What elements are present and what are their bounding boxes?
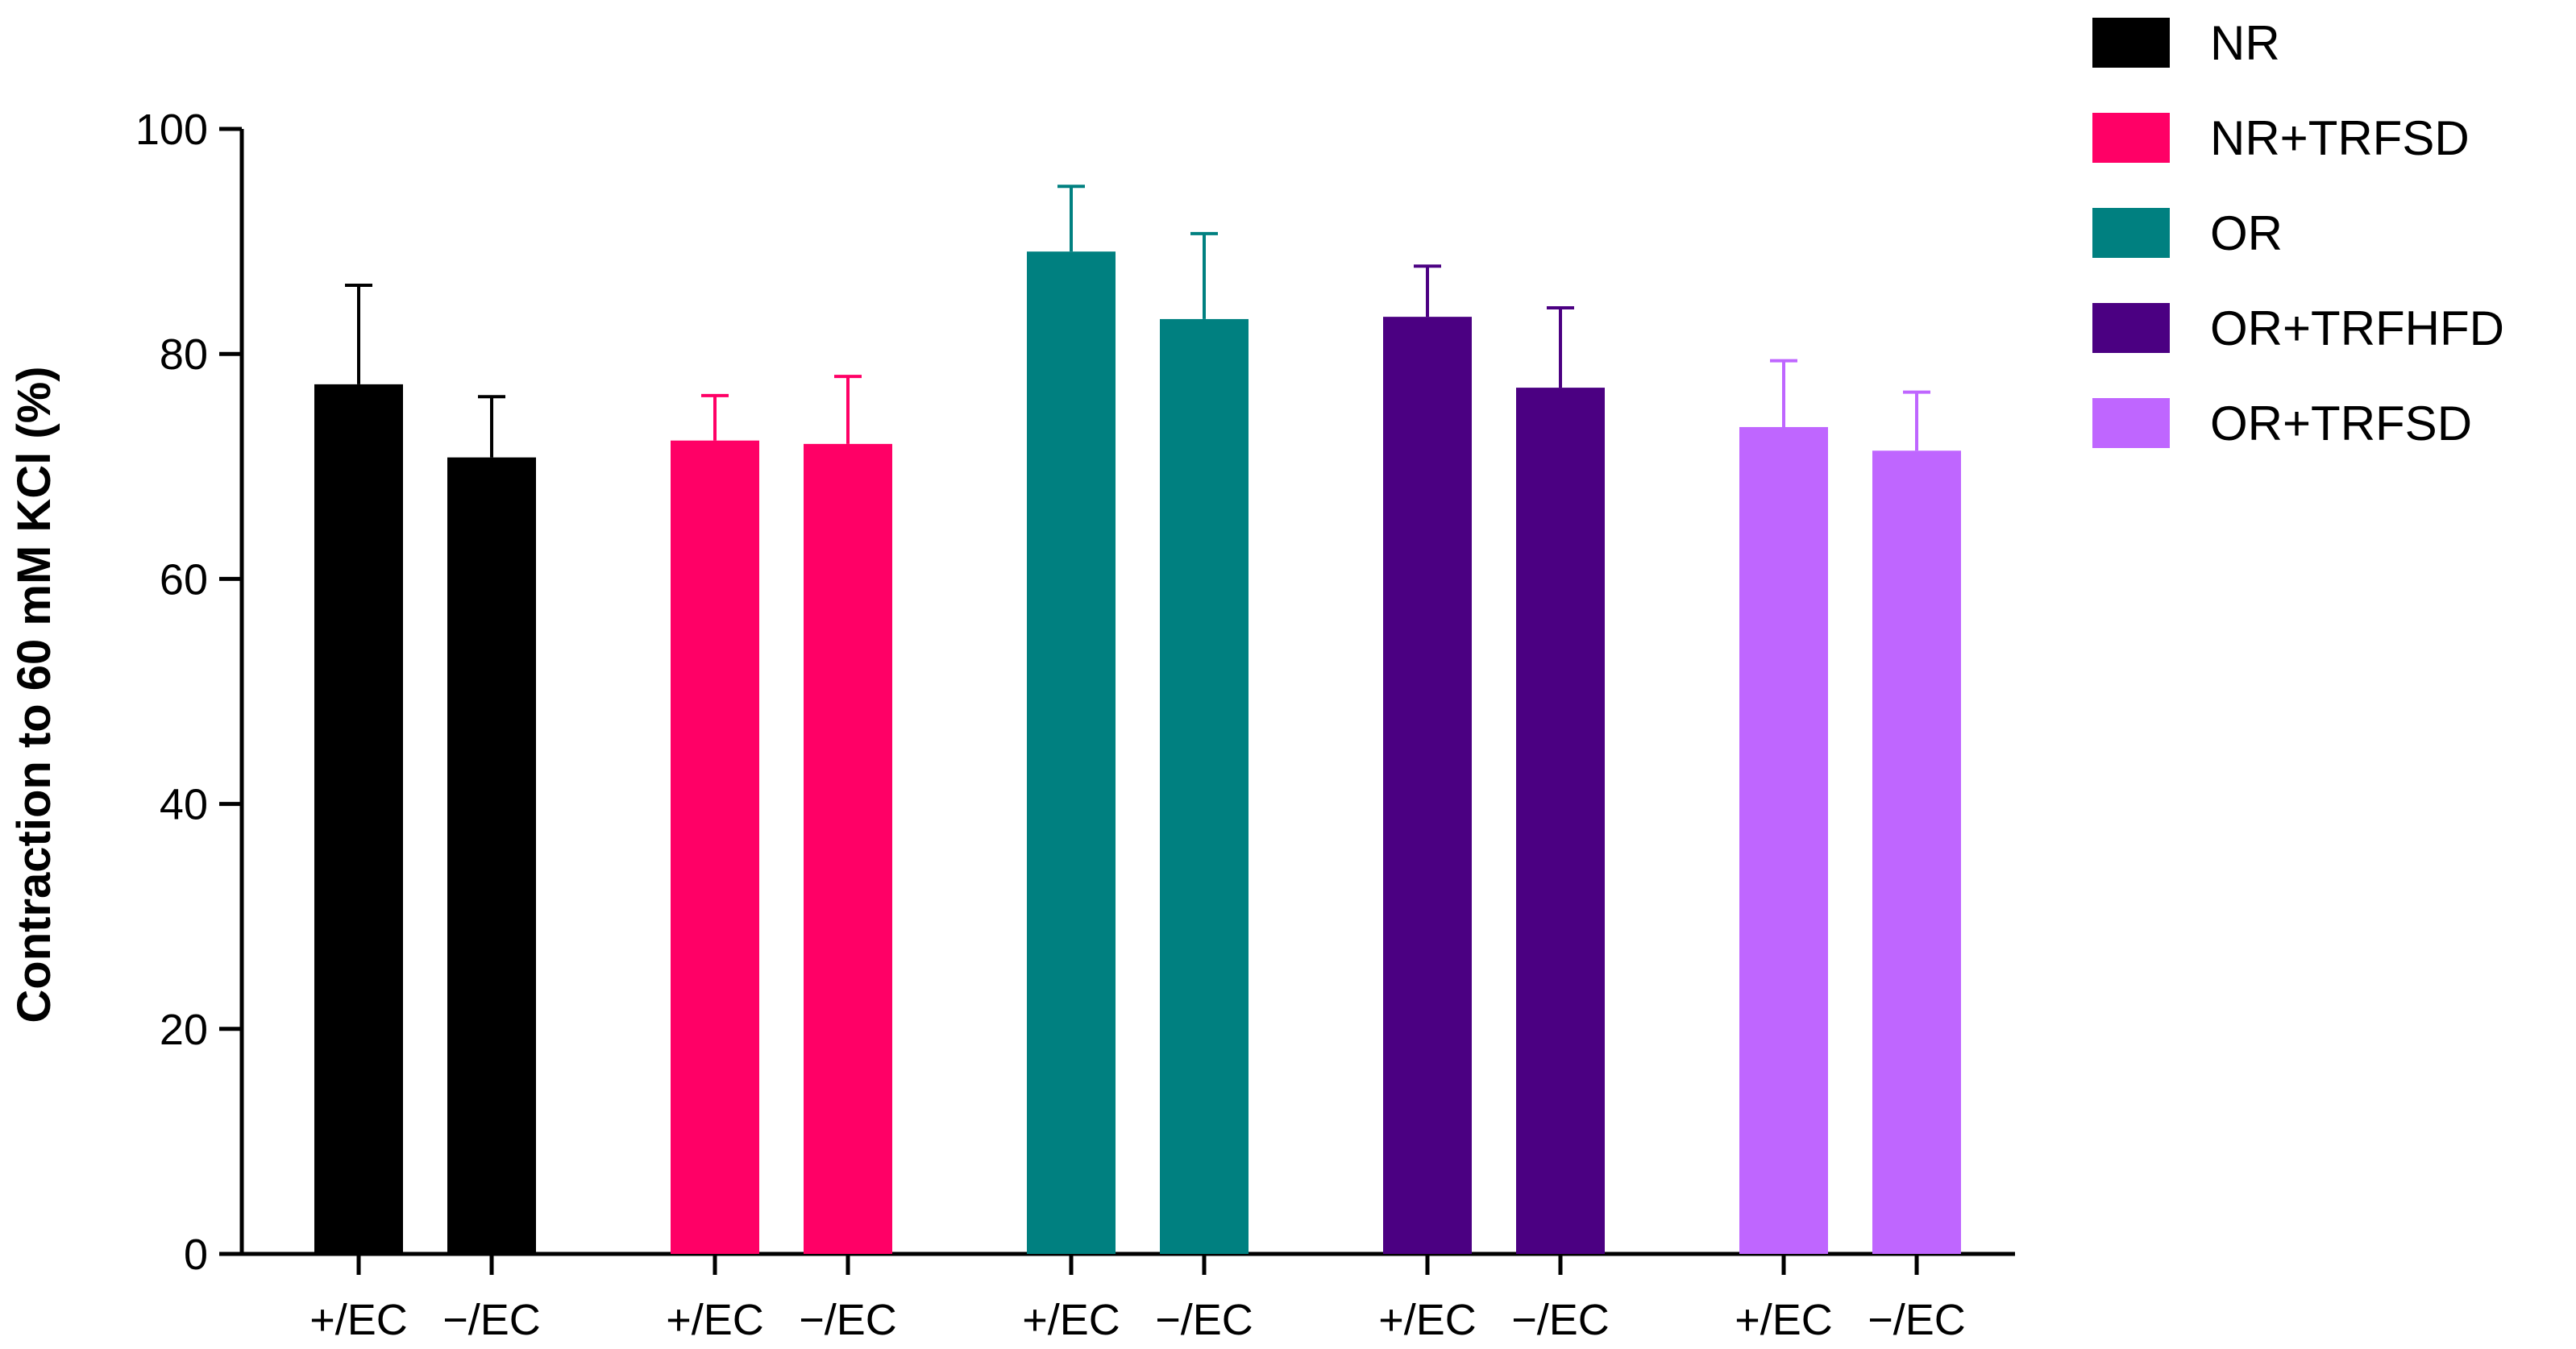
bar <box>1739 426 1828 1255</box>
x-tick-label: +/EC <box>310 1296 408 1344</box>
legend-label: OR <box>2210 206 2283 260</box>
legend: NR NR+TRFSD OR OR+TRFHFD OR+TRFSD <box>2092 16 2504 450</box>
x-tick-label: +/EC <box>1378 1296 1477 1344</box>
legend-label: NR+TRFSD <box>2210 111 2470 165</box>
y-tick-label: 60 <box>160 555 208 604</box>
legend-label: OR+TRFSD <box>2210 396 2472 450</box>
x-tick-label: +/EC <box>1735 1296 1833 1344</box>
legend-swatch <box>2092 398 2170 448</box>
x-tick-label: +/EC <box>666 1296 764 1344</box>
x-tick-label: +/EC <box>1022 1296 1120 1344</box>
bar <box>1383 317 1472 1255</box>
y-tick-label: 40 <box>160 781 208 829</box>
legend-swatch <box>2092 113 2170 163</box>
bar <box>314 384 403 1255</box>
legend-label: OR+TRFHFD <box>2210 301 2504 355</box>
y-axis-title: Contraction to 60 mM KCl (%) <box>8 366 60 1023</box>
x-tick-label: −/EC <box>442 1296 541 1344</box>
x-tick-label: −/EC <box>1511 1296 1610 1344</box>
bar <box>1872 450 1961 1254</box>
x-axis: +/EC −/EC +/EC −/EC +/EC −/EC +/EC −/EC +/EC −/EC <box>240 1251 2015 1344</box>
legend-swatch <box>2092 208 2170 258</box>
bar <box>1516 388 1605 1255</box>
bar <box>1160 318 1249 1254</box>
y-tick-label: 20 <box>160 1006 208 1054</box>
y-axis: 0 20 40 60 80 100 <box>135 106 244 1279</box>
bar <box>804 443 892 1254</box>
legend-swatch <box>2092 18 2170 68</box>
bar <box>447 457 536 1254</box>
bar <box>671 440 759 1254</box>
x-tick-label: −/EC <box>1155 1296 1253 1344</box>
legend-swatch <box>2092 303 2170 353</box>
y-tick-label: 100 <box>135 106 208 154</box>
y-tick-label: 0 <box>184 1231 208 1279</box>
x-tick-label: −/EC <box>1868 1296 1966 1344</box>
y-tick-label: 80 <box>160 330 208 379</box>
bar <box>1027 251 1116 1254</box>
bars <box>314 251 1961 1255</box>
legend-label: NR <box>2210 16 2280 70</box>
x-tick-label: −/EC <box>799 1296 897 1344</box>
error-bars <box>345 185 1930 458</box>
